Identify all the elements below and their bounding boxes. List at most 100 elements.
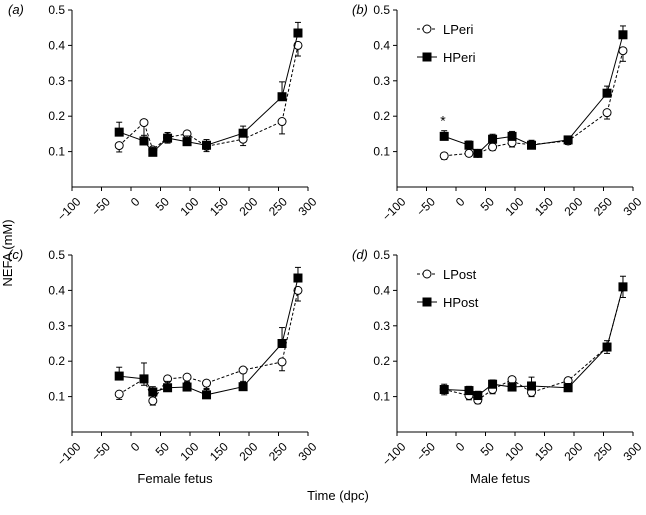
data-point [202,390,212,400]
x-tick-label: −100 [54,194,83,223]
legend-label: LPeri [443,22,473,37]
legend-marker [422,24,432,34]
x-tick-label: 100 [177,194,201,218]
x-tick-label: 0 [453,194,468,209]
data-point [602,342,612,352]
y-axis-title: NEFA (mM) [0,219,15,286]
data-point [507,382,517,392]
x-tick-label: 250 [591,194,615,218]
panel-label: (a) [8,2,24,17]
x-tick-label: 300 [295,194,319,218]
y-tick-label: 0.4 [373,283,390,297]
x-tick-label: 100 [177,439,201,463]
data-point [618,282,628,292]
data-point [202,140,212,150]
data-point [293,40,303,50]
data-point [602,108,612,118]
data-point [464,148,474,158]
y-tick-label: 0.5 [48,248,65,262]
series-hperi [439,25,628,158]
legend-label: HPeri [443,50,476,65]
data-point [148,147,158,157]
y-tick-label: 0.5 [373,3,390,17]
legend-marker [422,269,432,279]
data-point [238,128,248,138]
data-point [148,387,158,397]
data-point [114,371,124,381]
data-point [527,381,537,391]
data-point [202,378,212,388]
data-point [277,357,287,367]
x-tick-label: −100 [379,439,408,468]
column-label-female: Female fetus [137,471,213,486]
data-point [473,391,483,401]
series-line [118,290,299,402]
x-tick-label: 250 [266,194,290,218]
y-tick-label: 0.1 [373,145,390,159]
x-tick-label: 100 [502,439,526,463]
x-tick-label: 0 [128,439,143,454]
data-point [114,389,124,399]
y-tick-label: 0.3 [48,319,65,333]
x-tick-label: −100 [379,194,408,223]
x-tick-label: −50 [414,439,439,464]
x-tick-label: 100 [502,194,526,218]
x-tick-label: 300 [620,194,644,218]
y-tick-label: 0.2 [48,354,65,368]
legend-marker [422,297,432,307]
x-tick-label: 50 [478,194,498,214]
series-line [118,45,299,151]
y-tick-label: 0.1 [48,145,65,159]
data-point [293,28,303,38]
legend: LPost HPost [417,267,479,310]
data-point [293,273,303,283]
panel-label: (c) [8,247,23,262]
y-tick-label: 0.1 [48,390,65,404]
x-tick-label: 0 [128,194,143,209]
data-point [163,383,173,393]
series-filled [114,21,303,157]
x-tick-label: 300 [620,439,644,463]
data-point [618,46,628,56]
y-tick-label: 0.5 [48,3,65,17]
x-tick-label: −50 [89,194,114,219]
x-tick-label: 200 [561,194,585,218]
legend-label: HPost [443,295,479,310]
x-tick-label: 200 [236,439,260,463]
x-tick-label: 150 [532,194,556,218]
data-point [163,133,173,143]
data-point [277,339,287,348]
x-tick-label: 200 [561,439,585,463]
data-point [114,127,124,137]
data-point [114,141,124,151]
data-point [563,135,573,145]
y-tick-label: 0.2 [373,354,390,368]
data-point [238,382,248,392]
x-axis-title: Time (dpc) [307,488,369,503]
legend-label: LPost [443,267,477,282]
x-tick-label: 300 [295,439,319,463]
data-point [182,382,192,392]
data-point [473,148,483,158]
y-tick-label: 0.4 [48,283,65,297]
x-tick-label: −100 [54,439,83,468]
data-point [139,374,149,384]
data-point [618,30,628,40]
panel-3: (c) 0.1 0.2 0.3 0.4 0.5 −100 −50 0 50 100 150 200 250… [8,247,320,469]
data-point [527,140,537,150]
data-point [182,137,192,147]
series-open [114,285,303,406]
x-tick-label: 150 [207,194,231,218]
data-point [464,386,474,396]
data-point [148,396,158,406]
data-point [507,131,517,141]
data-point [439,131,449,141]
panel-label: (b) [352,2,368,17]
data-point [182,372,192,382]
series-hpost [439,275,628,401]
panel-2: (b) 0.1 0.2 0.3 0.4 0.5 −100 −50 0 50 100 150 200 250… [352,2,645,224]
y-tick-label: 0.3 [48,74,65,88]
y-tick-label: 0.2 [48,109,65,123]
y-tick-label: 0.3 [373,319,390,333]
